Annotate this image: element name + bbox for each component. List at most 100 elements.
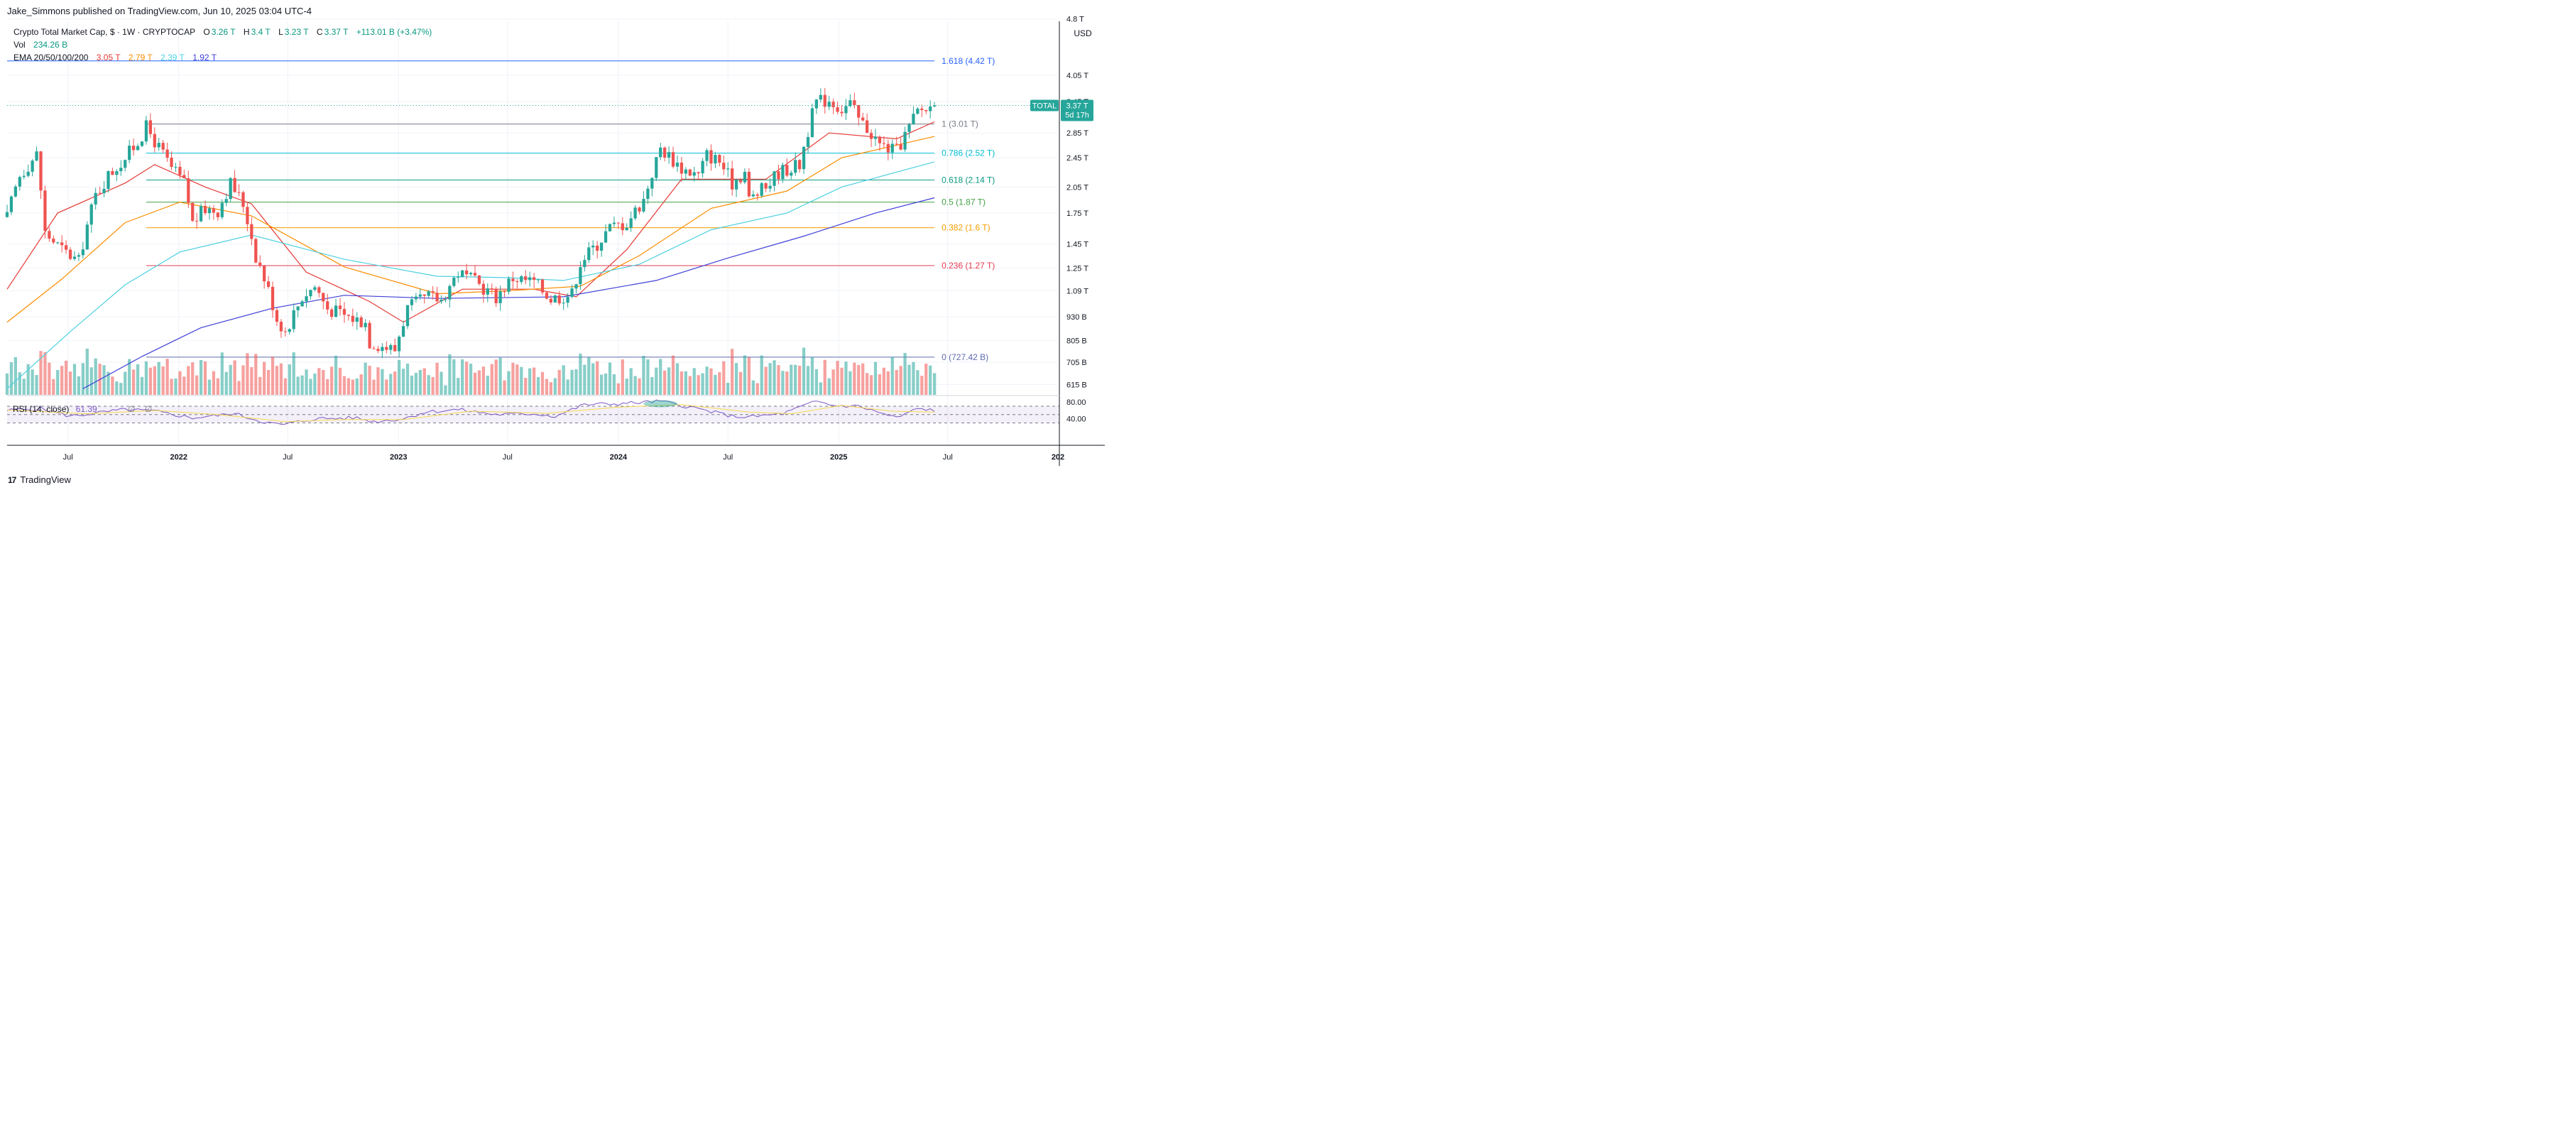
candle-body: [128, 146, 131, 161]
candle-body: [212, 208, 216, 213]
volume-bar: [583, 364, 586, 395]
candle-body: [714, 155, 717, 164]
volume-bar: [503, 380, 506, 395]
candle-body: [794, 160, 797, 173]
candle-body: [254, 239, 258, 263]
volume-bar: [322, 369, 325, 395]
x-tick-label: Jul: [723, 453, 733, 462]
fib-level-label: 0.5 (1.87 T): [942, 197, 986, 207]
volume-bar: [671, 355, 675, 395]
volume-bar: [507, 371, 511, 395]
volume-bar: [705, 366, 709, 395]
close-label: C: [316, 27, 323, 37]
candle-body: [574, 284, 578, 289]
volume-bar: [393, 371, 397, 395]
volume-bar: [389, 374, 393, 395]
volume-bar: [498, 357, 502, 395]
volume-bar: [229, 364, 232, 395]
y-tick-label: 4.8 T: [1066, 16, 1084, 24]
candle-body: [663, 147, 667, 158]
high-label: H: [243, 27, 250, 37]
candle-body: [174, 166, 178, 168]
fib-level-label: 0.618 (2.14 T): [942, 175, 995, 185]
candle-body: [381, 347, 384, 352]
x-tick-label: 202: [1052, 453, 1064, 462]
y-tick-label: 615 B: [1066, 381, 1087, 390]
candle-body: [364, 322, 367, 327]
tradingview-logo[interactable]: 17 TradingView: [8, 474, 71, 485]
volume-bar: [165, 359, 169, 395]
candle-body: [326, 301, 329, 310]
volume-bar: [599, 374, 604, 395]
volume-bar: [191, 362, 195, 395]
chart-canvas[interactable]: 1.618 (4.42 T) 1 (3.01 T) 0.786 (2.52 T) 0.…: [0, 0, 1113, 489]
volume-bar: [536, 377, 540, 395]
volume-bar: [271, 357, 275, 395]
candle-body: [131, 146, 136, 151]
volume-bar: [857, 364, 861, 395]
volume-bar: [334, 355, 338, 395]
price-tag-bg: [1061, 99, 1093, 121]
volume-bar: [283, 378, 287, 395]
volume-bar: [802, 347, 806, 395]
candle-body: [161, 143, 165, 150]
volume-bar: [810, 357, 814, 395]
candle-body: [773, 171, 776, 186]
volume-bar: [853, 362, 856, 395]
volume-bar: [692, 368, 696, 395]
volume-bar: [372, 379, 376, 395]
candle-body: [638, 207, 641, 212]
volume-bar: [794, 364, 797, 395]
x-tick-label: Jul: [943, 453, 953, 462]
candle-body: [680, 162, 684, 174]
volume-bar: [140, 376, 144, 395]
volume-bar: [574, 369, 578, 395]
volume-bar: [124, 371, 127, 395]
volume-bar: [844, 361, 848, 395]
x-tick-label: Jul: [503, 453, 513, 462]
volume-bar: [170, 379, 173, 395]
volume-bar: [435, 362, 439, 395]
volume-bar: [873, 361, 878, 395]
volume-bar: [895, 369, 898, 395]
ema200-value: 1.92 T: [192, 53, 217, 62]
candle-body: [111, 171, 114, 175]
volume-bar: [764, 366, 768, 395]
volume-bar: [646, 359, 650, 395]
volume-legend: Vol 234.26 B: [13, 40, 69, 50]
candle-body: [692, 172, 696, 176]
volume-bar: [734, 363, 738, 395]
candle-body: [431, 291, 435, 293]
candle-body: [334, 305, 338, 317]
volume-bar: [869, 375, 873, 395]
candle-body: [170, 158, 173, 167]
volume-bar: [579, 353, 582, 395]
candle-body: [153, 134, 156, 148]
candle-body: [873, 136, 878, 139]
candle-body: [385, 347, 388, 350]
candles[interactable]: [5, 87, 937, 359]
volume-bar: [187, 366, 190, 395]
volume-bar: [866, 373, 869, 395]
candle-body: [764, 183, 768, 189]
volume-bar: [587, 357, 591, 395]
x-tick-label: 2022: [170, 453, 187, 462]
x-tick-label: 2025: [830, 453, 847, 462]
rsi-value: 61.39: [75, 404, 97, 414]
candle-body: [857, 104, 861, 118]
volume-bar: [718, 372, 721, 395]
candle-body: [414, 296, 418, 300]
candle-body: [659, 147, 662, 158]
volume-bar: [174, 379, 178, 395]
low-value: 3.23 T: [284, 27, 309, 37]
volume-bar: [663, 370, 667, 395]
volume-bar: [385, 379, 388, 395]
candle-body: [836, 107, 839, 112]
candle-body: [148, 120, 152, 134]
ema100-value: 2.39 T: [160, 53, 185, 62]
candle-body: [507, 278, 511, 292]
candle-body: [831, 102, 835, 108]
candle-body: [920, 108, 924, 110]
currency-button[interactable]: USD: [1074, 28, 1092, 38]
volume-bar: [52, 379, 55, 395]
